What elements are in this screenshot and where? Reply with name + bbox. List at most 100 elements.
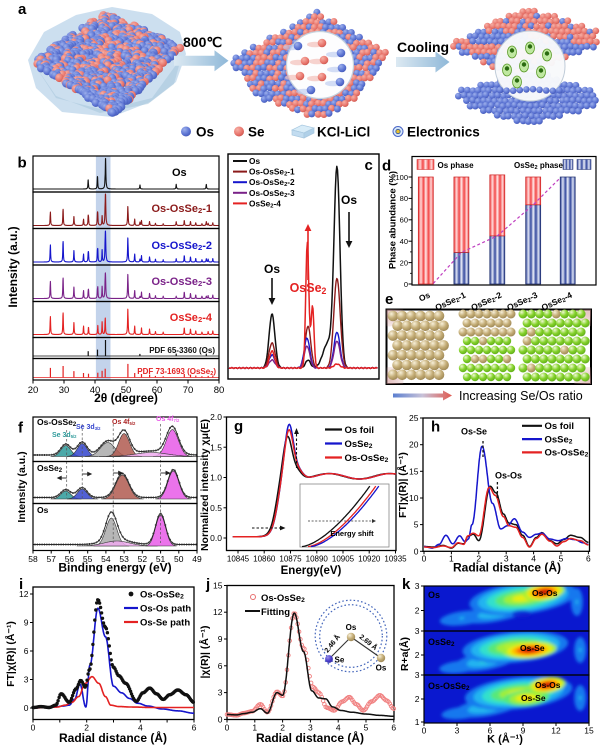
svg-text:Increasing Se/Os ratio: Increasing Se/Os ratio: [459, 389, 583, 403]
svg-text:2θ (degree): 2θ (degree): [94, 391, 158, 405]
svg-text:1.5: 1.5: [210, 442, 222, 452]
svg-text:OsSe2-4: OsSe2-4: [249, 198, 281, 209]
svg-text:Os-OsSe2-2: Os-OsSe2-2: [151, 240, 212, 252]
svg-text:1: 1: [252, 723, 257, 733]
svg-text:Os: Os: [37, 505, 49, 515]
svg-text:80: 80: [400, 194, 408, 203]
svg-text:PDF 65-3360 (Os): PDF 65-3360 (Os): [149, 346, 215, 355]
svg-text:70: 70: [183, 385, 194, 396]
svg-text:f: f: [18, 420, 24, 437]
svg-text:53: 53: [119, 554, 129, 564]
svg-text:g: g: [234, 418, 243, 435]
svg-text:Os-Se: Os-Se: [521, 693, 546, 703]
svg-text:2.0: 2.0: [210, 412, 222, 422]
svg-text:k: k: [402, 576, 411, 593]
svg-text:a: a: [18, 1, 27, 18]
svg-text:3: 3: [218, 688, 223, 698]
svg-text:Os-OsSe2-3: Os-OsSe2-3: [151, 276, 212, 288]
svg-text:10875: 10875: [279, 555, 302, 564]
svg-text:Phase abundance (%): Phase abundance (%): [388, 171, 399, 269]
svg-text:5: 5: [559, 554, 564, 564]
svg-text:OsSe2 phase: OsSe2 phase: [514, 161, 563, 171]
svg-text:55: 55: [83, 554, 93, 564]
svg-text:10: 10: [409, 493, 419, 503]
svg-text:OsSe2: OsSe2: [290, 281, 327, 296]
svg-text:Radial distance (Å): Radial distance (Å): [256, 730, 364, 745]
svg-text:20: 20: [28, 385, 39, 396]
svg-text:Intensity (a.u.): Intensity (a.u.): [16, 451, 28, 522]
svg-text:0: 0: [218, 714, 223, 724]
svg-text:60: 60: [400, 216, 408, 225]
svg-text:5: 5: [414, 520, 419, 530]
svg-text:1: 1: [415, 717, 420, 727]
svg-text:Radial distance (Å): Radial distance (Å): [59, 730, 167, 745]
svg-text:15: 15: [409, 466, 419, 476]
svg-text:Se: Se: [248, 125, 265, 140]
svg-text:3: 3: [504, 554, 509, 564]
svg-text:51: 51: [156, 554, 166, 564]
svg-text:Os-Se path: Os-Se path: [140, 618, 190, 629]
svg-text:2: 2: [415, 694, 420, 704]
svg-text:10935: 10935: [384, 555, 407, 564]
svg-text:800℃: 800℃: [183, 34, 222, 50]
svg-text:Os-Se: Os-Se: [461, 427, 487, 437]
svg-text:10905: 10905: [332, 555, 355, 564]
svg-text:25: 25: [409, 413, 419, 423]
svg-text:Os foil: Os foil: [545, 421, 575, 432]
svg-text:0.0: 0.0: [210, 533, 222, 543]
svg-text:Os-OsSe2-2: Os-OsSe2-2: [249, 177, 295, 188]
svg-text:Os-Se: Os-Se: [520, 643, 545, 653]
svg-text:3: 3: [415, 626, 420, 636]
svg-text:6: 6: [24, 646, 29, 656]
svg-text:6: 6: [586, 554, 591, 564]
svg-text:Electronics: Electronics: [407, 125, 480, 140]
svg-text:0.5: 0.5: [210, 503, 222, 513]
svg-text:10845: 10845: [227, 555, 250, 564]
svg-text:40: 40: [400, 237, 408, 246]
svg-text:Os-OsSe2: Os-OsSe2: [37, 417, 77, 428]
svg-text:6: 6: [218, 661, 223, 671]
svg-text:15: 15: [584, 726, 594, 736]
svg-text:3: 3: [455, 726, 460, 736]
svg-text:Normalized intensity χμ(E): Normalized intensity χμ(E): [199, 419, 211, 551]
svg-text:6: 6: [391, 723, 396, 733]
svg-text:PDF 73-1693 (OsSe2): PDF 73-1693 (OsSe2): [137, 367, 216, 377]
svg-text:c: c: [365, 157, 373, 174]
svg-text:Os-Os: Os-Os: [532, 588, 558, 598]
svg-text:3: 3: [308, 723, 313, 733]
svg-text:0: 0: [422, 726, 427, 736]
svg-text:e: e: [385, 291, 393, 308]
svg-text:Os phase: Os phase: [438, 161, 475, 170]
svg-text:Se 3d3/2: Se 3d3/2: [76, 424, 101, 431]
svg-text:Os: Os: [346, 623, 357, 632]
svg-text:3: 3: [415, 670, 420, 680]
svg-text:12: 12: [551, 726, 561, 736]
svg-text:9: 9: [521, 726, 526, 736]
svg-text:10890: 10890: [306, 555, 329, 564]
svg-text:30: 30: [59, 385, 70, 396]
svg-text:Os: Os: [341, 193, 357, 207]
svg-text:0: 0: [404, 280, 408, 289]
svg-text:6: 6: [192, 723, 197, 733]
svg-text:Os-OsSe2: Os-OsSe2: [428, 681, 470, 692]
svg-text:57: 57: [46, 554, 56, 564]
svg-text:Se: Se: [335, 656, 345, 665]
svg-text:b: b: [18, 155, 27, 172]
svg-text:15: 15: [213, 580, 223, 590]
svg-text:4: 4: [336, 723, 341, 733]
svg-text:0: 0: [422, 554, 427, 564]
svg-text:Os: Os: [376, 664, 387, 673]
svg-text:Se 3d5/2: Se 3d5/2: [52, 432, 77, 439]
svg-text:12: 12: [19, 589, 29, 599]
svg-text:20: 20: [409, 440, 419, 450]
svg-text:50: 50: [121, 385, 132, 396]
svg-text:Os: Os: [196, 125, 214, 140]
svg-text:Os-OsSe2: Os-OsSe2: [261, 593, 305, 604]
svg-text:Intensity (a.u.): Intensity (a.u.): [6, 226, 20, 307]
svg-text:9: 9: [24, 618, 29, 628]
svg-text:Os-OsSe2-3: Os-OsSe2-3: [249, 188, 295, 199]
svg-text:Os: Os: [264, 262, 280, 276]
svg-text:58: 58: [28, 554, 38, 564]
svg-text:Os 4f5/2: Os 4f5/2: [112, 419, 136, 426]
svg-text:12: 12: [213, 607, 223, 617]
